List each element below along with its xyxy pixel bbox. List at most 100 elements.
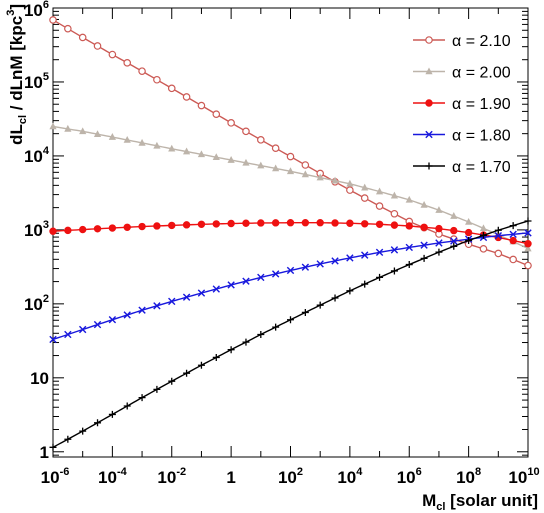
data-point [227, 219, 235, 228]
data-point [390, 191, 399, 199]
data-point [450, 242, 458, 250]
data-point [212, 285, 220, 293]
data-point [435, 239, 443, 247]
x-tick-label: 10-4 [98, 466, 128, 487]
data-point [242, 277, 250, 285]
data-point [49, 227, 57, 235]
data-point [390, 246, 399, 254]
data-point [183, 369, 191, 377]
y-tick-label: 1 [40, 443, 49, 462]
data-point [509, 255, 517, 264]
legend-marker [425, 99, 433, 107]
data-point [316, 219, 324, 227]
data-point [375, 202, 384, 210]
data-point [272, 164, 280, 172]
data-point [420, 200, 428, 208]
data-point [108, 316, 117, 324]
x-tick-label: 102 [278, 466, 303, 487]
data-point [346, 219, 354, 227]
data-point [346, 254, 354, 262]
data-point [182, 221, 191, 229]
data-point [450, 212, 458, 219]
data-point [64, 24, 72, 33]
data-point [242, 127, 250, 136]
data-point [509, 236, 517, 245]
data-point [257, 273, 265, 282]
series-4 [49, 229, 532, 344]
data-point [524, 217, 532, 225]
data-point [361, 251, 369, 259]
data-point [479, 231, 487, 239]
data-point [331, 294, 339, 302]
data-point [108, 50, 117, 59]
data-point [123, 135, 131, 143]
data-point [123, 402, 131, 410]
data-point [212, 220, 220, 228]
data-point [405, 261, 413, 269]
data-point [271, 144, 280, 153]
data-point [94, 419, 102, 427]
y-tick-label: 102 [24, 293, 49, 314]
data-point [316, 301, 324, 309]
data-point [197, 150, 206, 158]
data-point [138, 222, 146, 231]
data-point [390, 221, 399, 229]
data-point [301, 263, 310, 271]
data-point [361, 183, 369, 191]
data-point [197, 220, 206, 229]
data-point [138, 394, 146, 402]
data-point [182, 293, 191, 301]
legend-entry: α = 1.80 [413, 128, 511, 145]
data-point [153, 75, 161, 84]
data-point [123, 223, 131, 231]
data-point [301, 308, 309, 316]
data-point [257, 161, 265, 169]
x-tick-label: 104 [337, 466, 363, 487]
data-point [346, 287, 354, 295]
data-point [167, 84, 176, 93]
series-3 [49, 219, 532, 248]
data-point [257, 136, 265, 144]
data-point [405, 195, 413, 203]
data-point [64, 124, 72, 132]
data-point [182, 93, 191, 101]
data-point [227, 156, 235, 163]
x-tick-label: 108 [456, 466, 481, 487]
legend-entry: α = 1.90 [413, 96, 511, 113]
data-point [375, 220, 384, 229]
data-point [123, 311, 131, 319]
data-point [524, 229, 532, 237]
legend-marker [425, 36, 433, 44]
legend-entry: α = 2.10 [413, 33, 511, 50]
data-point [64, 330, 72, 339]
data-point [78, 325, 87, 334]
data-point [361, 280, 369, 288]
data-point [257, 331, 265, 339]
data-point [168, 144, 176, 152]
data-point [524, 240, 532, 248]
data-point [49, 122, 57, 130]
data-point [197, 289, 206, 297]
data-point [93, 225, 102, 233]
data-point [360, 194, 369, 202]
data-point [242, 219, 250, 227]
data-point [405, 243, 413, 252]
data-point [212, 353, 220, 361]
data-point [465, 217, 473, 225]
data-point [93, 130, 102, 137]
data-point [138, 306, 146, 314]
data-point [286, 167, 295, 175]
data-point [123, 59, 132, 67]
data-point [509, 222, 517, 230]
legend-label: α = 1.70 [452, 159, 511, 176]
data-point [272, 323, 280, 331]
legend-label: α = 2.10 [452, 33, 511, 50]
axis-ticks [52, 7, 529, 457]
data-point [375, 248, 384, 257]
data-point [405, 222, 413, 230]
data-point [227, 119, 235, 127]
y-tick-label: 106 [24, 0, 49, 20]
y-axis-title: dLcl / dLnM [kpc3] [5, 4, 29, 145]
data-point [227, 281, 235, 289]
data-point [479, 245, 488, 253]
